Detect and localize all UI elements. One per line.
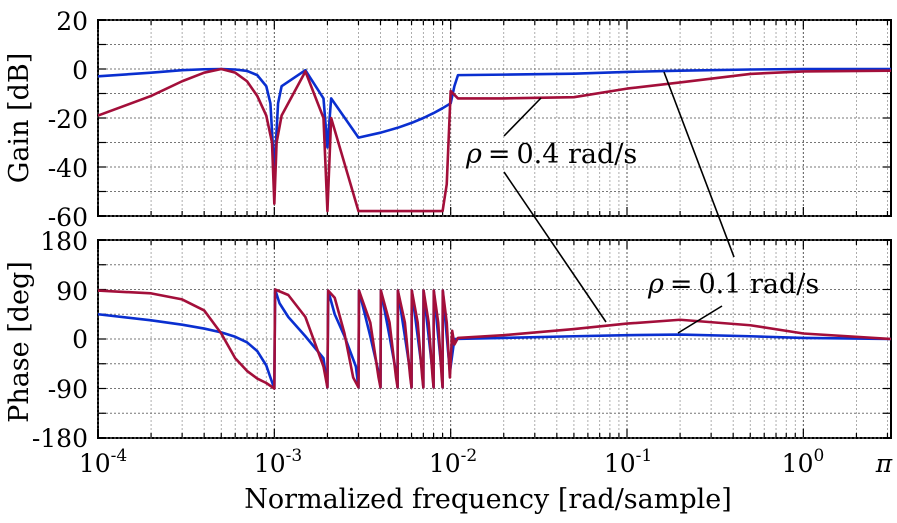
gain-tick-label: -20 <box>48 105 88 134</box>
x-tick-label: 10-3 <box>254 446 302 478</box>
series-line-rho-0.1 <box>97 67 891 174</box>
annotation-leader-line <box>677 305 723 334</box>
gain-grid <box>97 19 891 217</box>
phase-tick-label: -90 <box>48 375 88 404</box>
phase-grid <box>97 239 891 439</box>
series-line-rho-0.1 <box>97 288 892 390</box>
gain-tick-label: -40 <box>48 154 88 183</box>
x-tick-label-pi: π <box>875 449 893 478</box>
x-axis-label: Normalized frequency [rad/sample] <box>244 484 732 515</box>
gain-tick-label: 0 <box>72 56 88 85</box>
series-line-rho-0.4 <box>97 67 892 213</box>
phase-tick-label: 180 <box>40 227 88 256</box>
annotation-leader-line <box>503 171 607 323</box>
x-tick-labels: 10-4 10-3 10-2 10-1 100 π <box>79 446 893 478</box>
phase-y-axis-label: Phase [deg] <box>4 261 35 423</box>
phase-tick-label: 90 <box>56 277 88 306</box>
x-tick-label: 10-1 <box>604 446 652 478</box>
annotation-rho-0.4: ρ = 0.4 rad/s <box>465 97 637 323</box>
annotation-leader-line <box>503 97 542 137</box>
gain-tick-label: -60 <box>48 203 88 232</box>
gain-tick-label: 20 <box>56 7 88 36</box>
annotation-leader-line <box>663 71 735 258</box>
gain-panel: 20 0 -20 -40 -60 Gain [dB] <box>4 7 892 232</box>
phase-tick-label: 0 <box>72 325 88 354</box>
phase-panel: 180 90 0 -90 -180 Phase [deg] <box>4 227 892 453</box>
phase-tick-label: -180 <box>32 424 88 453</box>
phase-lines <box>97 288 892 390</box>
annotation-text: ρ = 0.1 rad/s <box>647 269 819 300</box>
gain-y-axis-label: Gain [dB] <box>4 53 35 183</box>
annotation-text: ρ = 0.4 rad/s <box>465 139 637 170</box>
series-line-rho-0.4 <box>97 288 892 390</box>
annotation-rho-0.1: ρ = 0.1 rad/s <box>647 71 819 334</box>
x-tick-label: 100 <box>782 446 825 478</box>
gain-lines <box>97 67 892 213</box>
x-tick-label: 10-4 <box>79 446 127 478</box>
x-tick-label: 10-2 <box>429 446 477 478</box>
